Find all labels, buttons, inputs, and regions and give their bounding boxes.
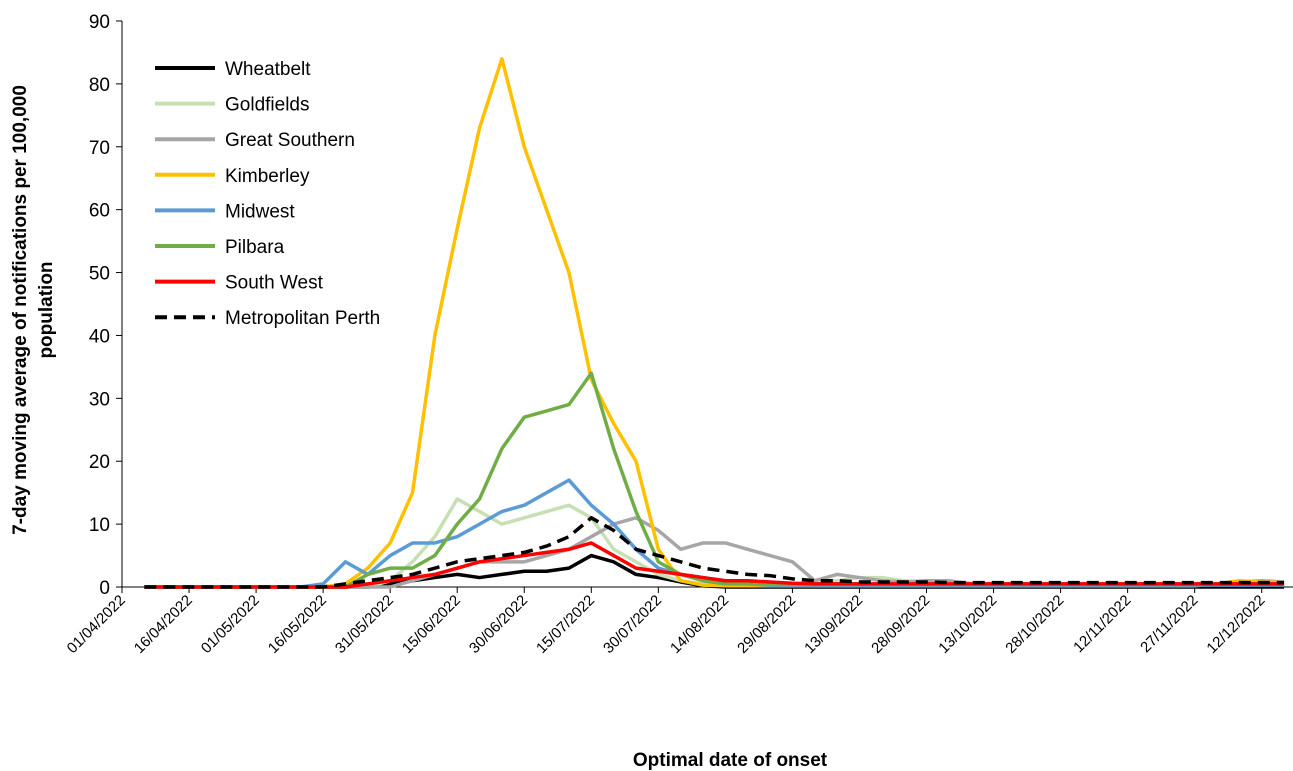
series-line: [144, 541, 1285, 589]
x-axis-title: Optimal date of onset: [633, 750, 828, 771]
y-tick-label: 30: [89, 389, 110, 410]
y-tick-label: 50: [89, 264, 110, 285]
legend-label: Great Southern: [225, 130, 355, 151]
legend-label: Pilbara: [225, 237, 285, 258]
x-tick-label: 13/10/2022: [935, 592, 1000, 657]
x-tick-label: 31/05/2022: [332, 592, 397, 657]
x-tick-label: 16/05/2022: [265, 592, 330, 657]
x-tick-label: 12/12/2022: [1203, 592, 1268, 657]
legend-label: Wheatbelt: [225, 59, 311, 80]
x-tick-label: 13/09/2022: [801, 592, 866, 657]
y-axis-title: population: [36, 261, 57, 358]
y-tick-label: 60: [89, 201, 110, 222]
y-tick-label: 70: [89, 138, 110, 159]
y-tick-label: 10: [89, 515, 110, 536]
legend-label: Kimberley: [225, 166, 310, 187]
x-tick-label: 28/10/2022: [1002, 592, 1067, 657]
y-axis-title: 7-day moving average of notifications pe…: [10, 85, 31, 535]
x-tick-label: 28/09/2022: [868, 592, 933, 657]
x-tick-label: 01/05/2022: [198, 592, 263, 657]
x-tick-label: 12/11/2022: [1070, 592, 1134, 656]
x-tick-label: 01/04/2022: [64, 592, 129, 657]
x-tick-label: 30/06/2022: [466, 592, 531, 657]
y-tick-label: 20: [89, 452, 110, 473]
x-tick-label: 16/04/2022: [131, 592, 196, 657]
y-tick-label: 90: [89, 12, 110, 33]
y-tick-label: 0: [99, 578, 110, 599]
x-tick-label: 15/07/2022: [533, 592, 598, 657]
y-tick-label: 40: [89, 326, 110, 347]
x-tick-label: 30/07/2022: [600, 592, 665, 657]
x-tick-label: 14/08/2022: [667, 592, 732, 657]
y-tick-label: 80: [89, 75, 110, 96]
legend-label: Metropolitan Perth: [225, 308, 380, 329]
series-line: [144, 516, 1285, 589]
legend-label: South West: [225, 273, 324, 294]
legend-label: Goldfields: [225, 95, 310, 116]
x-tick-label: 15/06/2022: [399, 592, 464, 657]
x-tick-label: 29/08/2022: [734, 592, 799, 657]
legend-label: Midwest: [225, 201, 295, 222]
series-line: [144, 371, 1285, 589]
x-tick-label: 27/11/2022: [1137, 592, 1201, 656]
series-line: [144, 516, 1285, 589]
